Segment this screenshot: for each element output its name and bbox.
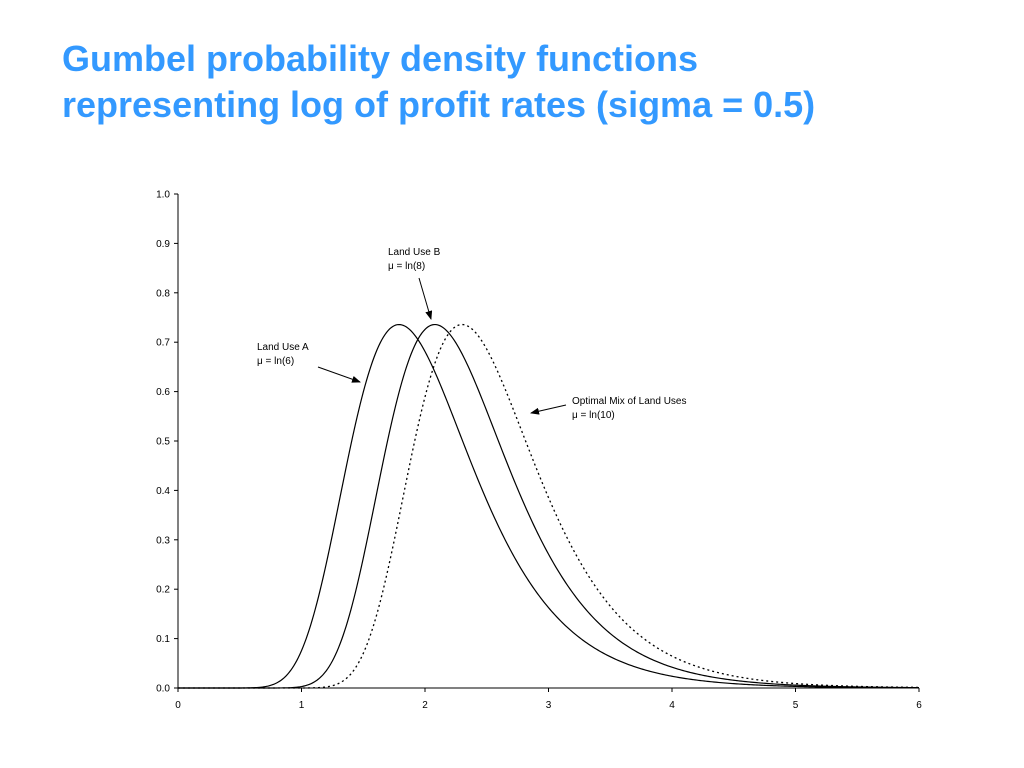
annotation-optimal-mix-arrow	[530, 404, 567, 415]
y-tick-label: 0.4	[156, 486, 170, 497]
annotation-land-use-a-arrow	[317, 366, 361, 383]
x-tick-label: 2	[422, 700, 428, 711]
y-tick-label: 0.8	[156, 288, 170, 299]
page-title: Gumbel probability density functions rep…	[62, 36, 815, 128]
annotation-optimal-mix-label: Optimal Mix of Land Uses	[572, 396, 687, 407]
annotation-land-use-b-arrow	[418, 277, 433, 320]
y-tick-label: 0.6	[156, 387, 170, 398]
series-land-use-a-curve	[178, 323, 919, 689]
x-tick-label: 0	[175, 700, 181, 711]
y-tick-label: 0.0	[156, 684, 170, 695]
x-tick-label: 6	[916, 700, 922, 711]
annotation-land-use-a-label: Land Use A	[257, 342, 309, 353]
y-tick-label: 1.0	[156, 190, 170, 201]
y-tick-label: 0.5	[156, 437, 170, 448]
y-tick-label: 0.7	[156, 338, 170, 349]
y-tick-label: 0.3	[156, 535, 170, 546]
series-optimal-mix-curve	[178, 323, 920, 689]
y-tick-label: 0.2	[156, 585, 170, 596]
y-tick-label: 0.9	[156, 239, 170, 250]
title-line-2: representing log of profit rates (sigma …	[62, 84, 816, 125]
title-line-1: Gumbel probability density functions	[62, 38, 699, 79]
annotation-land-use-a-mu: μ = ln(6)	[257, 356, 294, 367]
annotation-land-use-b-mu: μ = ln(8)	[388, 261, 425, 272]
x-tick-label: 5	[793, 700, 799, 711]
y-tick-label: 0.1	[156, 634, 170, 645]
x-tick-label: 4	[669, 700, 675, 711]
annotation-optimal-mix-mu: μ = ln(10)	[572, 410, 615, 421]
x-tick-label: 1	[299, 700, 305, 711]
x-tick-label: 3	[546, 700, 552, 711]
series-land-use-b-curve	[178, 323, 920, 689]
annotation-land-use-b-label: Land Use B	[388, 247, 441, 258]
